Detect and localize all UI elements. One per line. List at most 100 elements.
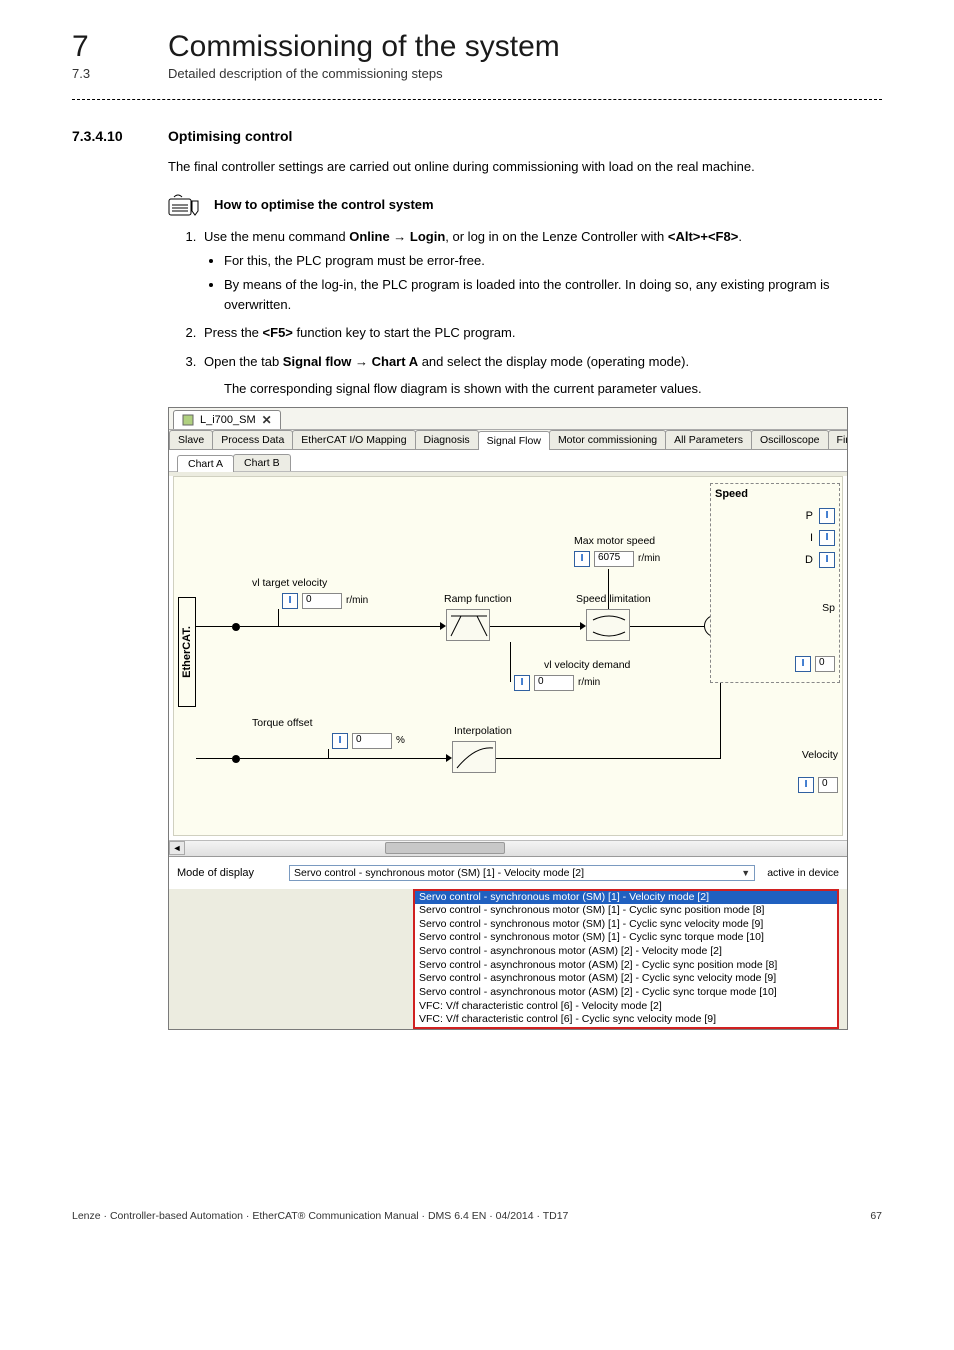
ethercat-bus-label: EtherCAT. — [178, 597, 196, 707]
chapter-heading: 7 Commissioning of the system — [72, 30, 882, 64]
mode-option[interactable]: Servo control - asynchronous motor (ASM)… — [415, 945, 837, 959]
speed-lim-block[interactable] — [586, 609, 630, 641]
step-1-sub-2: By means of the log-in, the PLC program … — [224, 275, 882, 315]
step-2: Press the <F5> function key to start the… — [200, 323, 882, 343]
tab-firmware[interactable]: Firmware — [828, 430, 848, 449]
tab-all-parameters[interactable]: All Parameters — [665, 430, 752, 449]
file-tab[interactable]: L_i700_SM ✕ — [173, 410, 281, 429]
horizontal-scrollbar[interactable]: ◄ — [169, 840, 847, 856]
subsection-heading: 7.3 Detailed description of the commissi… — [72, 66, 882, 81]
tab-slave[interactable]: Slave — [169, 430, 213, 449]
pid-p-row: PI — [715, 508, 835, 524]
max-motor-value[interactable]: I 6075 r/min — [574, 551, 660, 567]
max-motor-input[interactable]: 6075 — [594, 551, 634, 567]
mode-option[interactable]: VFC: V/f characteristic control [6] - Cy… — [415, 1013, 837, 1027]
ramp-label: Ramp function — [444, 593, 512, 605]
info-icon[interactable]: I — [282, 593, 298, 609]
torque-value[interactable]: I 0 % — [332, 733, 405, 749]
sub-tab-bar: Chart AChart B — [169, 450, 847, 472]
vl-target-input[interactable]: 0 — [302, 593, 342, 609]
file-tab-label: L_i700_SM — [200, 414, 256, 426]
chapter-number: 7 — [72, 30, 120, 64]
pid-d-row: DI — [715, 552, 835, 568]
main-tab-bar: SlaveProcess DataEtherCAT I/O MappingDia… — [169, 430, 847, 450]
steps-list: Use the menu command Online → Login, or … — [200, 227, 882, 372]
vl-demand-label: vl velocity demand — [544, 659, 630, 671]
info-icon[interactable]: I — [819, 508, 835, 524]
speed-lim-label: Speed limitation — [576, 593, 651, 605]
vl-demand-input[interactable]: 0 — [534, 675, 574, 691]
out-value-1[interactable]: I 0 — [795, 656, 835, 672]
step-1-sub-1: For this, the PLC program must be error-… — [224, 251, 882, 271]
vl-target-value[interactable]: I 0 r/min — [282, 593, 368, 609]
mode-option[interactable]: Servo control - synchronous motor (SM) [… — [415, 931, 837, 945]
mode-option[interactable]: Servo control - synchronous motor (SM) [… — [415, 904, 837, 918]
mode-option[interactable]: Servo control - asynchronous motor (ASM)… — [415, 972, 837, 986]
tab-signal-flow[interactable]: Signal Flow — [478, 431, 550, 450]
torque-input[interactable]: 0 — [352, 733, 392, 749]
section-title: Optimising control — [168, 128, 292, 144]
mode-option[interactable]: Servo control - asynchronous motor (ASM)… — [415, 986, 837, 1000]
tab-process-data[interactable]: Process Data — [212, 430, 293, 449]
divider — [72, 99, 882, 100]
node-dot — [232, 623, 240, 631]
subtab-chart-a[interactable]: Chart A — [177, 455, 234, 472]
info-icon[interactable]: I — [795, 656, 811, 672]
device-icon — [182, 414, 194, 426]
howto-title: How to optimise the control system — [214, 197, 434, 212]
interp-label: Interpolation — [454, 725, 512, 737]
chapter-title: Commissioning of the system — [168, 30, 560, 64]
mode-dropdown-list[interactable]: Servo control - synchronous motor (SM) [… — [413, 889, 839, 1029]
interp-block[interactable] — [452, 741, 496, 773]
subtab-chart-b[interactable]: Chart B — [233, 454, 291, 471]
tab-oscilloscope[interactable]: Oscilloscope — [751, 430, 829, 449]
scroll-left-icon[interactable]: ◄ — [169, 841, 185, 855]
speed-title: Speed — [715, 488, 835, 500]
section-number: 7.3.4.10 — [72, 128, 144, 144]
mode-option[interactable]: Servo control - synchronous motor (SM) [… — [415, 891, 837, 905]
page-number: 67 — [870, 1210, 882, 1222]
scroll-thumb[interactable] — [385, 842, 505, 854]
footer-text: Lenze · Controller-based Automation · Et… — [72, 1210, 568, 1222]
info-icon[interactable]: I — [574, 551, 590, 567]
info-icon[interactable]: I — [819, 530, 835, 546]
speed-pid-panel: Speed PI II DI Sp I 0 — [710, 483, 840, 683]
active-in-device-label: active in device — [767, 867, 839, 879]
sp-label: Sp — [822, 602, 835, 614]
step-3: Open the tab Signal flow → Chart A and s… — [200, 352, 882, 372]
step-3-note: The corresponding signal flow diagram is… — [224, 380, 882, 399]
howto-row: How to optimise the control system — [168, 193, 882, 217]
tab-motor-commissioning[interactable]: Motor commissioning — [549, 430, 666, 449]
mode-option[interactable]: VFC: V/f characteristic control [6] - Ve… — [415, 1000, 837, 1014]
tab-diagnosis[interactable]: Diagnosis — [415, 430, 479, 449]
pid-i-row: II — [715, 530, 835, 546]
step-1: Use the menu command Online → Login, or … — [200, 227, 882, 316]
page-footer: Lenze · Controller-based Automation · Et… — [72, 1210, 882, 1222]
velocity-out-value[interactable]: I 0 — [798, 777, 838, 793]
file-tab-bar: L_i700_SM ✕ — [169, 408, 847, 430]
info-icon[interactable]: I — [332, 733, 348, 749]
mode-option[interactable]: Servo control - synchronous motor (SM) [… — [415, 918, 837, 932]
info-icon[interactable]: I — [798, 777, 814, 793]
mode-option[interactable]: Servo control - asynchronous motor (ASM)… — [415, 959, 837, 973]
max-motor-label: Max motor speed — [574, 535, 655, 547]
subsection-title: Detailed description of the commissionin… — [168, 66, 443, 81]
chevron-down-icon: ▼ — [741, 868, 750, 878]
procedure-icon — [168, 193, 204, 217]
ramp-block[interactable] — [446, 609, 490, 641]
tab-ethercat-i-o-mapping[interactable]: EtherCAT I/O Mapping — [292, 430, 415, 449]
velocity-label: Velocity — [802, 749, 838, 761]
mode-select-value: Servo control - synchronous motor (SM) [… — [294, 867, 584, 879]
info-icon[interactable]: I — [819, 552, 835, 568]
canvas-wrap: EtherCAT. vl target velocity I 0 r/min R… — [169, 476, 847, 857]
info-icon[interactable]: I — [514, 675, 530, 691]
close-icon[interactable]: ✕ — [262, 413, 272, 427]
intro-text: The final controller settings are carrie… — [168, 158, 882, 177]
signal-flow-canvas[interactable]: EtherCAT. vl target velocity I 0 r/min R… — [173, 476, 843, 836]
mode-select[interactable]: Servo control - synchronous motor (SM) [… — [289, 865, 755, 881]
vl-target-label: vl target velocity — [252, 577, 327, 589]
section-heading: 7.3.4.10 Optimising control — [72, 128, 882, 144]
vl-demand-value[interactable]: I 0 r/min — [514, 675, 600, 691]
node-dot — [232, 755, 240, 763]
torque-label: Torque offset — [252, 717, 313, 729]
